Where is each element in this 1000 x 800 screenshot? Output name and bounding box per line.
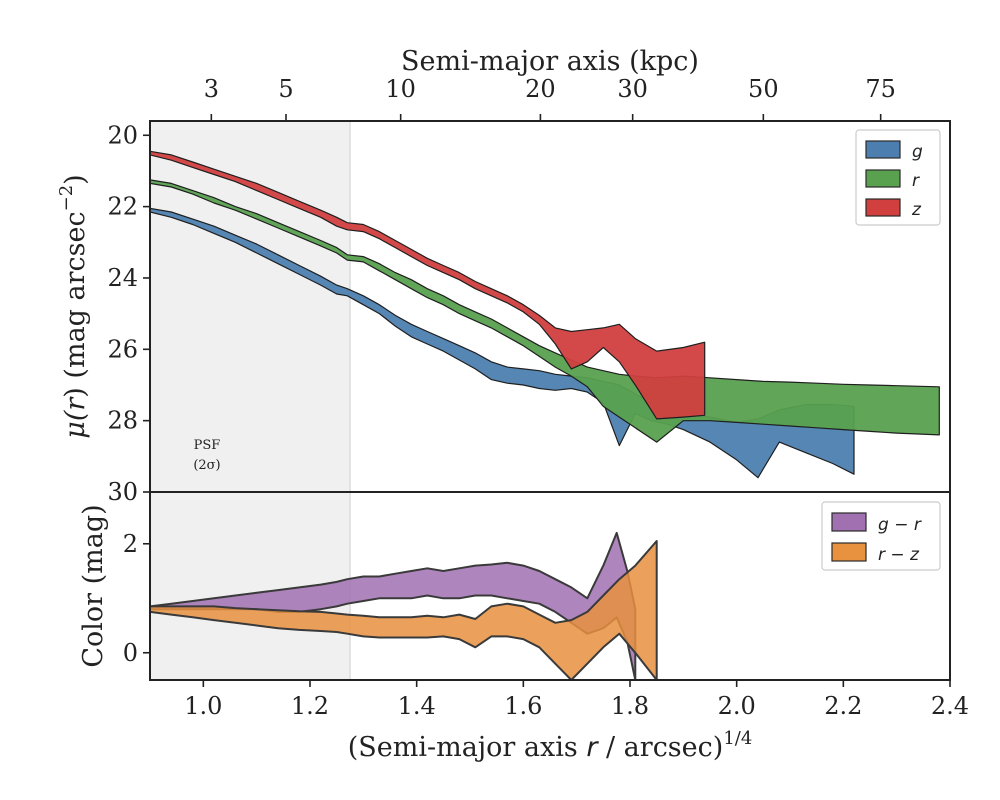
xtick-label: 1.8: [611, 692, 649, 720]
top-xtick-label: 20: [525, 75, 556, 103]
top-xtick-label: 10: [385, 75, 416, 103]
top-axis-title: Semi-major axis (kpc): [401, 46, 699, 77]
ytick-label-top: 22: [107, 193, 138, 221]
legend-swatch: [831, 512, 867, 532]
ytick-label-top: 24: [107, 264, 138, 292]
top-xtick-label: 30: [617, 75, 648, 103]
bottom-axis-title: (Semi-major axis r / arcsec)1/4: [348, 728, 753, 763]
ytick-label-top: 26: [107, 335, 138, 363]
ytick-label-top: 28: [107, 407, 138, 435]
band-r: [150, 179, 940, 443]
xtick-label: 1.4: [398, 692, 436, 720]
band-rz: [150, 540, 658, 680]
band-gr: [150, 531, 637, 680]
legend-label: g: [912, 142, 923, 162]
legend-label: r − z: [878, 545, 920, 565]
psf-label-sigma: (2σ): [193, 458, 220, 473]
xtick-label: 1.6: [504, 692, 542, 720]
band-z: [150, 150, 706, 420]
top-xtick-label: 50: [748, 75, 779, 103]
top-y-axis-title: μ(r) (mag arcsec−2): [56, 174, 91, 438]
xtick-label: 2.4: [931, 692, 969, 720]
band-g: [150, 207, 855, 479]
ytick-label-top: 20: [107, 121, 138, 149]
legend-swatch: [865, 169, 901, 188]
bottom-panel-frame: [149, 491, 951, 681]
psf-label: PSF: [194, 438, 221, 453]
legend-label: r: [912, 171, 920, 191]
xtick-label: 1.0: [184, 692, 222, 720]
ytick-label-top: 30: [107, 478, 138, 506]
surface-brightness-bands: [150, 150, 940, 479]
color-bands: [150, 531, 658, 680]
legend-swatch: [865, 140, 901, 159]
legend-swatch: [865, 198, 901, 217]
xtick-label: 2.2: [824, 692, 862, 720]
top-xtick-label: 3: [204, 75, 219, 103]
bottom-y-axis-title: Color (mag): [78, 504, 109, 667]
xtick-label: 1.2: [291, 692, 329, 720]
ytick-label-bottom: 2: [123, 530, 138, 558]
xtick-label: 2.0: [718, 692, 756, 720]
top-xtick-label: 5: [278, 75, 293, 103]
ytick-label-bottom: 0: [123, 639, 138, 667]
legend-swatch: [831, 542, 867, 562]
legend-label: g − r: [878, 515, 922, 535]
top-xtick-label: 75: [865, 75, 896, 103]
legend-label: z: [911, 200, 922, 220]
